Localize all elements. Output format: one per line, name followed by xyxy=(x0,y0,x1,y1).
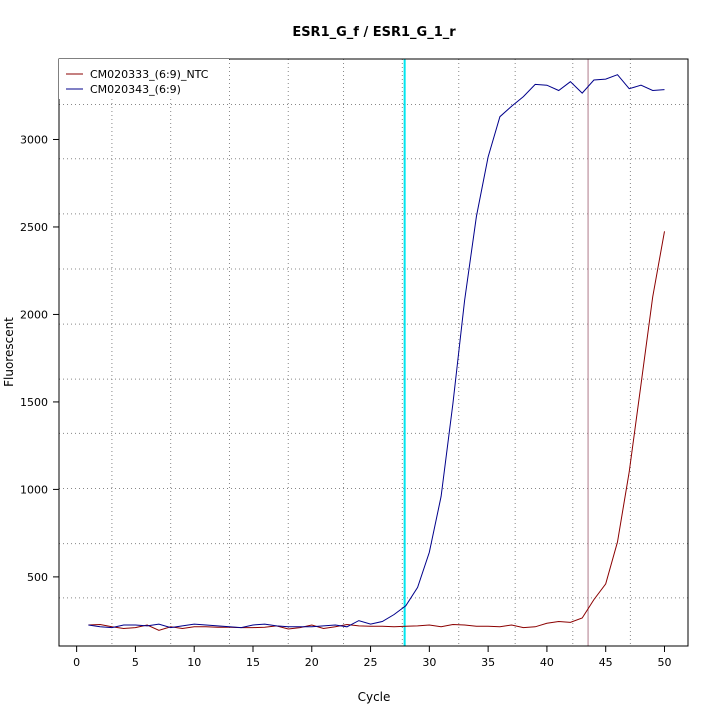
y-tick-label: 500 xyxy=(27,571,48,584)
axis-layer: 0 5 10 15 20 25 30 35 40 45 50 500 1000 1500 2000 2500 3… xyxy=(20,133,671,669)
y-tick-label: 2500 xyxy=(20,221,48,234)
legend-label-sample: CM020343_(6:9) xyxy=(90,83,181,96)
series-layer xyxy=(88,74,665,631)
x-tick-label: 0 xyxy=(73,656,80,669)
series-line-1 xyxy=(88,74,665,629)
threshold-lines xyxy=(403,59,589,646)
x-tick-label: 20 xyxy=(305,656,319,669)
y-tick-label: 2000 xyxy=(20,308,48,321)
x-tick-label: 40 xyxy=(540,656,554,669)
grid-layer xyxy=(59,59,688,646)
legend-label-ntc: CM020333_(6:9)_NTC xyxy=(90,68,209,81)
x-tick-label: 50 xyxy=(657,656,671,669)
x-tick-label: 45 xyxy=(599,656,613,669)
series-line-0 xyxy=(88,231,665,631)
legend-box xyxy=(59,59,229,99)
y-tick-label: 3000 xyxy=(20,133,48,146)
y-tick-label: 1500 xyxy=(20,396,48,409)
y-tick-label: 1000 xyxy=(20,483,48,496)
legend: CM020333_(6:9)_NTC CM020343_(6:9) xyxy=(59,59,229,99)
x-tick-label: 5 xyxy=(132,656,139,669)
plot-frame xyxy=(58,58,689,647)
x-tick-label: 25 xyxy=(364,656,378,669)
x-tick-label: 15 xyxy=(246,656,260,669)
chart-title: ESR1_G_f / ESR1_G_1_r xyxy=(292,25,456,40)
x-axis-label: Cycle xyxy=(358,690,391,704)
x-tick-label: 30 xyxy=(422,656,436,669)
x-tick-label: 10 xyxy=(187,656,201,669)
x-tick-label: 35 xyxy=(481,656,495,669)
y-axis-label: Fluorescent xyxy=(2,317,16,387)
